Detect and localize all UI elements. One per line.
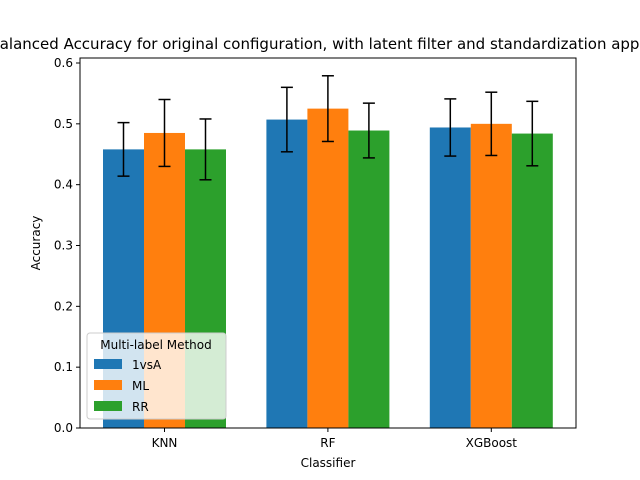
error-bar-ML-XGBoost — [485, 91, 498, 157]
legend-label: 1vsA — [132, 358, 162, 372]
legend: Multi-label Method 1vsA ML RR — [86, 332, 227, 420]
bars-layer — [103, 108, 553, 429]
y-tick-label: 0.6 — [54, 56, 73, 70]
x-axis-label: Classifier — [301, 456, 356, 470]
y-axis-label: Accuracy — [29, 216, 43, 271]
y-tick-label: 0.2 — [54, 299, 73, 313]
legend-swatch — [94, 401, 122, 411]
legend-item-ML: ML — [94, 379, 149, 393]
legend-label: ML — [132, 379, 149, 393]
legend-label: RR — [132, 400, 149, 414]
bar-1vsA-RF — [266, 119, 308, 428]
y-tick-label: 0.1 — [54, 360, 73, 374]
bar-ML-RF — [307, 108, 349, 428]
legend-title: Multi-label Method — [100, 338, 212, 352]
y-tick-label: 0.3 — [54, 239, 73, 253]
error-bar-1vsA-RF — [280, 86, 293, 153]
y-tick-label: 0.0 — [54, 421, 73, 435]
error-bar-RR-RF — [362, 102, 375, 159]
x-tick-label: XGBoost — [466, 436, 518, 450]
error-bar-1vsA-XGBoost — [444, 98, 457, 157]
x-tick-label: KNN — [152, 436, 178, 450]
legend-swatch — [94, 380, 122, 390]
y-axis: 0.0 0.1 0.2 0.3 0.4 0.5 0.6 — [54, 56, 80, 435]
error-bar-1vsA-KNN — [117, 121, 130, 177]
legend-items: 1vsA ML RR — [94, 358, 162, 414]
bar-RR-XGBoost — [511, 133, 553, 429]
error-bars-layer — [117, 75, 539, 181]
error-bar-ML-KNN — [158, 98, 171, 168]
error-bar-RR-XGBoost — [526, 100, 539, 167]
y-tick-label: 0.5 — [54, 117, 73, 131]
bar-RR-RF — [348, 130, 390, 428]
y-tick-label: 0.4 — [54, 178, 73, 192]
chart-title: Balanced Accuracy for original configura… — [0, 35, 640, 53]
bar-ML-XGBoost — [470, 123, 512, 428]
legend-item-RR: RR — [94, 400, 149, 414]
x-tick-label: RF — [320, 436, 335, 450]
x-axis: KNN RF XGBoost — [152, 428, 518, 450]
legend-swatch — [94, 359, 122, 369]
error-bar-RR-KNN — [199, 118, 212, 181]
legend-item-1vsA: 1vsA — [94, 358, 162, 372]
error-bar-ML-RF — [321, 75, 334, 143]
legend-box — [86, 332, 227, 420]
bar-1vsA-XGBoost — [429, 127, 471, 428]
